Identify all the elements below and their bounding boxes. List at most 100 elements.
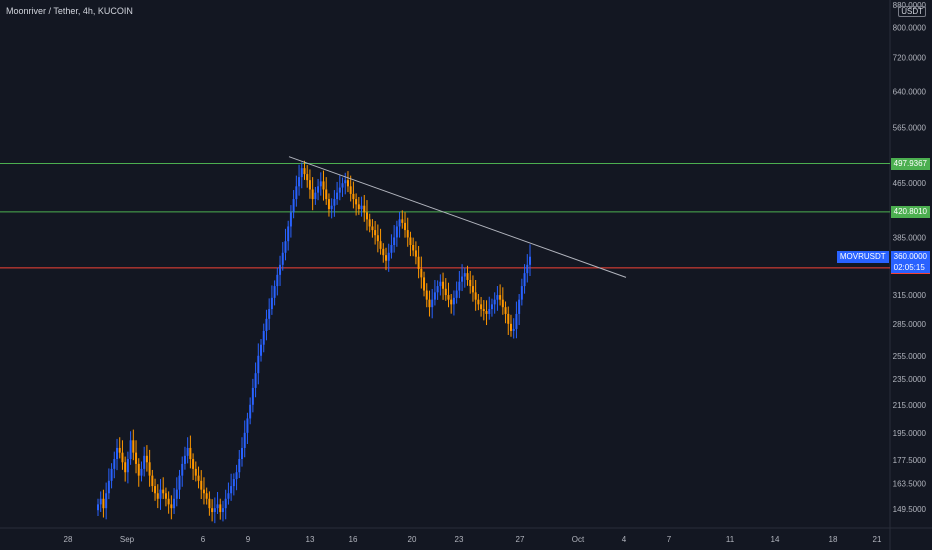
candle-body xyxy=(132,440,135,453)
time-axis-label: 11 xyxy=(726,535,735,544)
candle-body xyxy=(186,447,189,456)
trendline[interactable] xyxy=(288,156,627,278)
candle-body xyxy=(276,274,279,287)
candle-body xyxy=(387,252,390,261)
price-axis-label: 465.0000 xyxy=(893,179,927,188)
time-axis-label: 4 xyxy=(622,535,627,544)
candle-body xyxy=(447,295,450,300)
candle-body xyxy=(442,281,445,289)
candle-body xyxy=(327,199,330,210)
candle-body xyxy=(107,480,110,494)
price-axis-label: 255.0000 xyxy=(893,352,927,361)
candle-body xyxy=(143,455,146,469)
candle-body xyxy=(200,480,203,490)
candle-body xyxy=(520,286,523,300)
candle-body xyxy=(482,309,485,312)
candle-body xyxy=(270,297,273,310)
candle-body xyxy=(458,281,461,291)
candle-body xyxy=(325,189,328,200)
candle-body xyxy=(365,212,368,220)
candle-body xyxy=(289,212,292,227)
candle-body xyxy=(404,222,407,231)
candle-body xyxy=(192,459,195,469)
candle-body xyxy=(433,292,436,300)
candle-body xyxy=(110,468,113,481)
candle-body xyxy=(352,193,355,200)
candle-body xyxy=(295,186,298,200)
candle-body xyxy=(189,447,192,460)
candle-body xyxy=(526,264,529,274)
candle-body xyxy=(379,241,382,249)
candle-body xyxy=(213,508,216,513)
candle-body xyxy=(303,168,306,175)
candle-body xyxy=(474,292,477,300)
candle-body xyxy=(414,250,417,257)
candle-body xyxy=(219,504,222,513)
candle-body xyxy=(135,452,138,464)
candle-body xyxy=(268,309,271,319)
price-axis-label: 235.0000 xyxy=(893,375,927,384)
candle-body xyxy=(279,264,282,275)
candle-body xyxy=(102,498,105,509)
candle-body xyxy=(116,447,119,460)
candle-body xyxy=(287,226,290,242)
candle-body xyxy=(523,273,526,287)
candle-body xyxy=(202,489,205,494)
candle-body xyxy=(232,479,235,487)
price-axis-label: 800.0000 xyxy=(893,23,927,32)
price-axis-label: 195.0000 xyxy=(893,429,927,438)
candle-body xyxy=(439,281,442,287)
candle-body xyxy=(121,452,124,463)
candle-body xyxy=(409,237,412,246)
candle-body xyxy=(512,328,515,331)
candle-body xyxy=(178,475,181,490)
candle-body xyxy=(281,252,284,265)
price-axis-label: 640.0000 xyxy=(893,87,927,96)
price-axis-label: 720.0000 xyxy=(893,54,927,63)
unit-badge[interactable]: USDT xyxy=(898,6,926,17)
candle-body xyxy=(488,309,491,314)
level-price-tag: 497.9367 xyxy=(890,157,930,170)
candle-body xyxy=(113,459,116,469)
time-axis-label: 28 xyxy=(64,535,73,544)
time-axis-label: 23 xyxy=(455,535,464,544)
candle-body xyxy=(300,168,303,178)
candle-body xyxy=(181,463,184,476)
candle-body xyxy=(490,304,493,310)
time-axis-label: 9 xyxy=(246,535,251,544)
candle-body xyxy=(145,455,148,463)
candle-body xyxy=(306,174,309,181)
candle-body xyxy=(450,299,453,305)
candle-body xyxy=(170,504,173,509)
candle-body xyxy=(118,447,121,453)
time-axis-label: 18 xyxy=(829,535,838,544)
candle-body xyxy=(251,387,254,405)
time-axis-label: 20 xyxy=(408,535,417,544)
current-price-tag: MOVRUSDT 360.0000 02:05:15 xyxy=(836,250,930,273)
candle-body xyxy=(485,311,488,314)
candle-body xyxy=(374,230,377,236)
candle-body xyxy=(509,323,512,331)
candle-body xyxy=(371,226,374,231)
symbol-badge: MOVRUSDT xyxy=(836,250,889,263)
candle-body xyxy=(216,504,219,509)
candle-body xyxy=(129,440,132,460)
time-axis-label: 14 xyxy=(771,535,780,544)
candle-body xyxy=(425,290,428,300)
candle-body xyxy=(499,295,502,300)
candle-body xyxy=(529,256,531,265)
candle-body xyxy=(480,304,483,310)
price-axis-label: 315.0000 xyxy=(893,291,927,300)
time-axis-label: 27 xyxy=(516,535,525,544)
candle-body xyxy=(455,290,458,298)
candle-body xyxy=(436,286,439,293)
price-axis-label: 385.0000 xyxy=(893,233,927,242)
candle-body xyxy=(292,199,295,213)
candle-body xyxy=(197,475,200,481)
candle-body xyxy=(159,489,162,499)
candle-body xyxy=(423,277,426,291)
price-axis-label: 285.0000 xyxy=(893,320,927,329)
candle-body xyxy=(137,463,140,476)
